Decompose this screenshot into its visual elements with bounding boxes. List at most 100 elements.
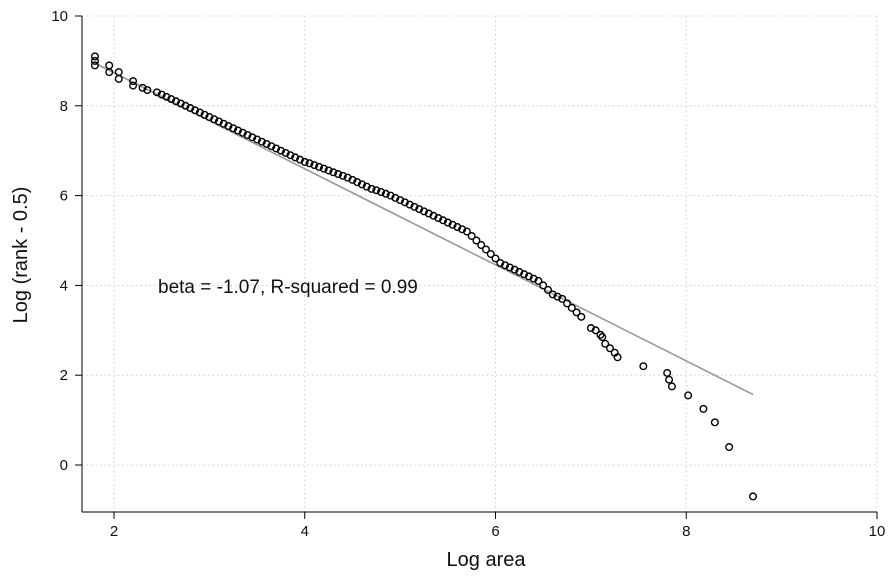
data-point (243, 130, 252, 139)
data-point (665, 375, 674, 384)
data-point (195, 108, 204, 117)
data-point (558, 294, 567, 303)
data-point (419, 207, 428, 216)
data-point (548, 290, 557, 299)
data-point (362, 182, 371, 191)
data-point (248, 133, 257, 142)
data-point (477, 240, 486, 249)
data-point (434, 214, 443, 223)
data-point (725, 443, 734, 452)
y-tick-label: 8 (60, 98, 68, 115)
data-point (129, 77, 138, 86)
data-point (176, 99, 185, 108)
data-point (143, 86, 152, 95)
x-tick-label: 4 (301, 523, 309, 540)
data-point (191, 106, 200, 115)
data-point (367, 184, 376, 193)
data-point (405, 200, 414, 209)
data-point (699, 404, 708, 413)
data-point (529, 274, 538, 283)
y-tick-label: 6 (60, 188, 68, 205)
data-point (400, 198, 409, 207)
data-point (443, 218, 452, 227)
x-tick-label: 6 (491, 523, 499, 540)
data-point (448, 220, 457, 229)
y-tick-label: 4 (60, 277, 68, 294)
data-point (267, 142, 276, 151)
data-point (300, 157, 309, 166)
data-point (472, 236, 481, 245)
data-point (598, 333, 607, 342)
data-point (410, 202, 419, 211)
data-point (186, 104, 195, 113)
data-point (205, 113, 214, 122)
data-point (310, 161, 319, 170)
data-point (238, 128, 247, 137)
data-point (543, 285, 552, 294)
data-point (157, 90, 166, 99)
data-point (453, 223, 462, 232)
data-point (315, 162, 324, 171)
data-point (214, 117, 223, 126)
data-point (458, 225, 467, 234)
data-point (286, 151, 295, 160)
data-point (586, 324, 595, 333)
data-point (505, 263, 514, 272)
data-point (539, 281, 548, 290)
data-point (534, 276, 543, 285)
data-point (90, 56, 99, 65)
data-point (348, 175, 357, 184)
x-tick-label: 2 (110, 523, 118, 540)
data-point (105, 68, 114, 77)
data-point (167, 95, 176, 104)
data-point (467, 232, 476, 241)
y-tick-label: 0 (60, 457, 68, 474)
data-point (462, 227, 471, 236)
data-point (281, 148, 290, 157)
data-point (353, 178, 362, 187)
data-point (567, 303, 576, 312)
data-point (381, 189, 390, 198)
data-point (501, 261, 510, 270)
tick-labels: 2 4 6 8 10 0 2 4 6 8 10 (51, 8, 885, 540)
data-point (272, 144, 281, 153)
data-point (415, 205, 424, 214)
data-point (357, 180, 366, 189)
data-point (591, 326, 600, 335)
fit-annotation: beta = -1.07, R-squared = 0.99 (158, 277, 418, 298)
data-point (391, 193, 400, 202)
data-point (305, 159, 314, 168)
data-point (424, 209, 433, 218)
data-point (338, 171, 347, 180)
data-point (181, 101, 190, 110)
data-point (605, 344, 614, 353)
data-point (224, 122, 233, 131)
data-point (291, 153, 300, 162)
data-point (684, 391, 693, 400)
data-point (749, 492, 758, 501)
data-point (377, 188, 386, 197)
data-point (105, 61, 114, 70)
y-tick-label: 2 (60, 367, 68, 384)
data-point (572, 308, 581, 317)
data-point (219, 119, 228, 128)
data-point (601, 339, 610, 348)
data-point (553, 292, 562, 301)
data-point (515, 267, 524, 276)
data-point (329, 168, 338, 177)
data-point (334, 170, 343, 179)
data-point (596, 330, 605, 339)
data-point (343, 173, 352, 182)
data-point (510, 265, 519, 274)
data-point (577, 312, 586, 321)
grid (82, 15, 878, 512)
data-point (233, 126, 242, 135)
data-point (210, 115, 219, 124)
data-point (253, 135, 262, 144)
data-points (90, 52, 758, 501)
x-axis-title: Log area (447, 549, 527, 571)
data-point (262, 139, 271, 148)
data-point (162, 92, 171, 101)
